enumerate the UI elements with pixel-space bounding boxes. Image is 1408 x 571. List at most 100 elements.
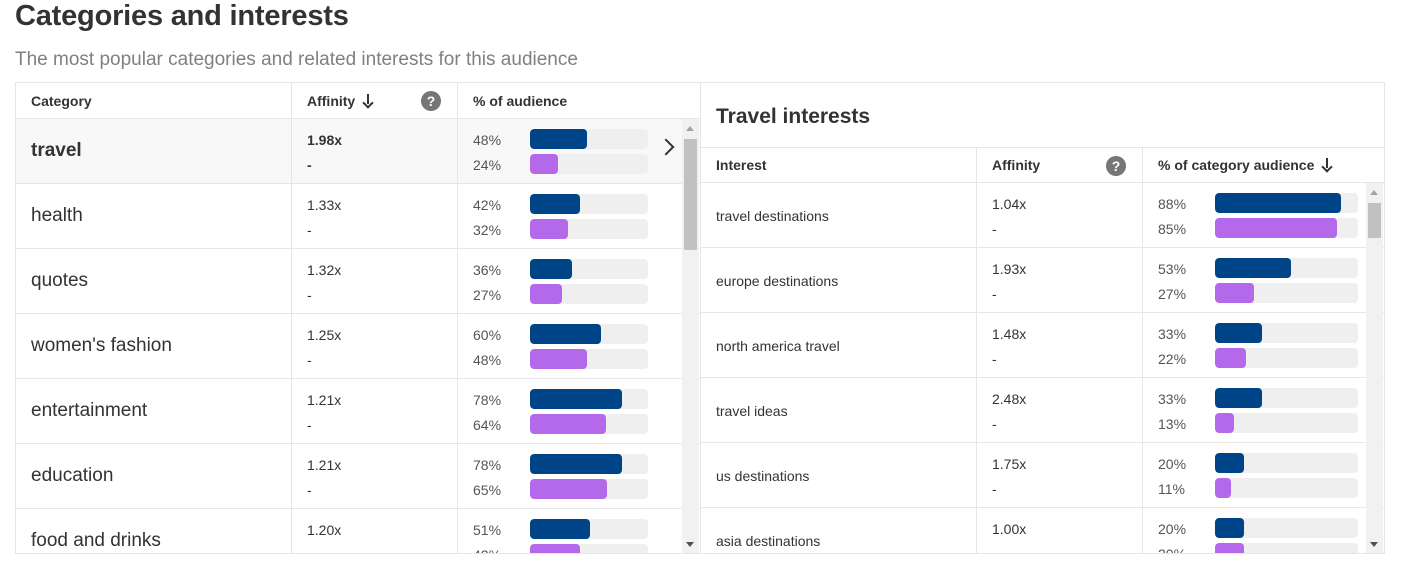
baseline-percent: 20% [1158,546,1187,554]
table-row[interactable]: health 1.33x - 42% 32% [16,184,700,249]
affinity-secondary: - [992,221,997,237]
row-name: asia destinations [716,533,821,549]
baseline-percent: 64% [473,417,502,433]
row-name: women's fashion [31,335,172,356]
audience-cell: 88% 85% [1143,183,1384,247]
audience-bar-fill [1215,518,1244,538]
table-row[interactable]: us destinations 1.75x - 20% 11% [701,443,1384,508]
name-cell: travel [16,119,292,183]
audience-percent: 60% [473,327,502,343]
audience-percent: 20% [1158,456,1187,472]
baseline-bar-fill [1215,413,1234,433]
affinity-value: 1.48x [992,326,1027,342]
affinity-value: 1.20x [307,522,342,538]
table-row[interactable]: asia destinations 1.00x 20% 20% [701,508,1384,554]
affinity-value: 1.33x [307,197,342,213]
category-audience-column-header[interactable]: % of category audience [1143,148,1384,182]
audience-bar [1215,323,1358,343]
table-row[interactable]: entertainment 1.21x - 78% 64% [16,379,700,444]
audience-bar [530,129,648,149]
audience-bar-fill [1215,453,1244,473]
affinity-cell: 1.98x - [292,119,458,183]
affinity-secondary: - [307,352,312,368]
baseline-percent: 22% [1158,351,1187,367]
help-question-icon[interactable]: ? [1106,156,1126,176]
baseline-bar [1215,348,1358,368]
baseline-bar [530,284,648,304]
baseline-bar [530,479,648,499]
baseline-percent: 11% [1158,481,1185,497]
baseline-bar [1215,543,1358,553]
audience-cell: 51% 42% [458,509,700,553]
affinity-secondary: - [307,482,312,498]
audience-percent: 36% [473,262,502,278]
baseline-bar [530,154,648,174]
baseline-bar-fill [1215,283,1254,303]
audience-percent: 33% [1158,391,1187,407]
page-subtitle: The most popular categories and related … [15,49,578,70]
affinity-secondary: - [992,286,997,302]
name-cell: health [16,184,292,248]
audience-bar-fill [530,324,601,344]
audience-cell: 42% 32% [458,184,700,248]
name-cell: education [16,444,292,508]
affinity-secondary: - [307,417,312,433]
table-row[interactable]: travel ideas 2.48x - 33% 13% [701,378,1384,443]
baseline-percent: 48% [473,352,502,368]
category-column-header[interactable]: Category [16,83,292,118]
interest-affinity-column-header[interactable]: Affinity ? [977,148,1143,182]
table-row[interactable]: travel destinations 1.04x - 88% 85% [701,183,1384,248]
audience-bar [530,324,648,344]
audience-percent: 78% [473,392,502,408]
name-cell: women's fashion [16,314,292,378]
categories-scrollbar[interactable] [682,119,699,553]
table-row[interactable]: quotes 1.32x - 36% 27% [16,249,700,314]
audience-bar [1215,518,1358,538]
audience-cell: 33% 13% [1143,378,1384,442]
table-row[interactable]: north america travel 1.48x - 33% 22% [701,313,1384,378]
audience-cell: 78% 64% [458,379,700,443]
baseline-bar-fill [530,219,568,239]
affinity-cell: 1.33x - [292,184,458,248]
name-cell: north america travel [701,313,977,377]
baseline-percent: 32% [473,222,502,238]
scroll-thumb[interactable] [1368,203,1381,238]
affinity-value: 2.48x [992,391,1027,407]
sort-arrow-down-icon [1322,158,1332,172]
affinity-value: 1.25x [307,327,342,343]
chevron-right-icon[interactable] [657,138,675,156]
affinity-cell: 1.93x - [977,248,1143,312]
table-row[interactable]: europe destinations 1.93x - 53% 27% [701,248,1384,313]
affinity-cell: 1.04x - [977,183,1143,247]
audience-column-header[interactable]: % of audience [458,83,700,118]
scroll-thumb[interactable] [684,139,697,250]
affinity-secondary: - [992,481,997,497]
table-row[interactable]: education 1.21x - 78% 65% [16,444,700,509]
scroll-up-arrow-icon[interactable] [1370,190,1378,195]
help-question-icon[interactable]: ? [421,91,441,111]
page-title: Categories and interests [15,0,349,32]
categories-header: Category Affinity ? % of audience [16,83,700,119]
audience-percent: 48% [473,132,502,148]
baseline-bar [530,414,648,434]
name-cell: travel destinations [701,183,977,247]
table-row[interactable]: travel 1.98x - 48% 24% [16,119,700,184]
table-row[interactable]: women's fashion 1.25x - 60% 48% [16,314,700,379]
baseline-bar-fill [530,349,587,369]
affinity-cell: 2.48x - [977,378,1143,442]
interest-column-header[interactable]: Interest [701,148,977,182]
row-name: europe destinations [716,273,839,289]
name-cell: entertainment [16,379,292,443]
affinity-cell: 1.00x [977,508,1143,553]
interests-scrollbar[interactable] [1366,183,1383,553]
row-name: health [31,205,83,226]
scroll-down-arrow-icon[interactable] [1370,542,1378,547]
interest-affinity-header-label: Affinity [992,157,1041,173]
affinity-column-header[interactable]: Affinity ? [292,83,458,118]
scroll-down-arrow-icon[interactable] [686,542,694,547]
affinity-secondary: - [307,222,312,238]
scroll-up-arrow-icon[interactable] [686,126,694,131]
audience-bar-fill [530,194,580,214]
sort-arrow-down-icon [363,93,373,108]
table-row[interactable]: food and drinks 1.20x 51% 42% [16,509,700,553]
